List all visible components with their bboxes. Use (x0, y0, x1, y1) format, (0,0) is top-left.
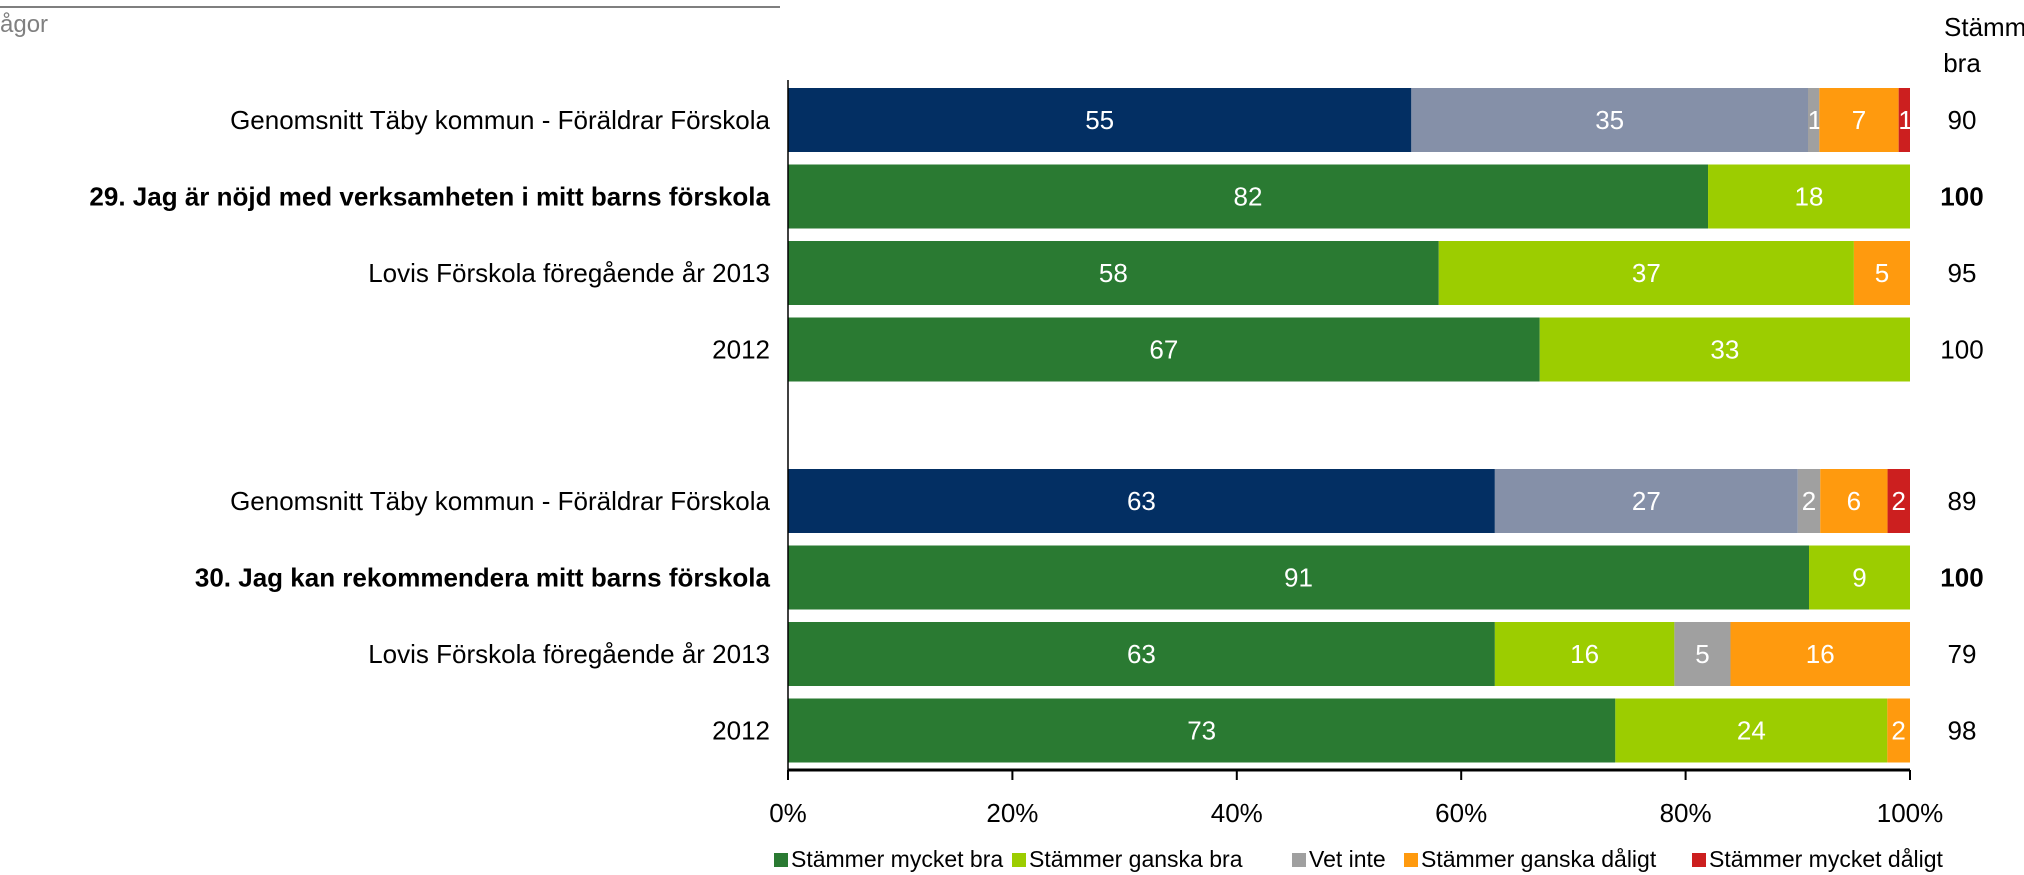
stammer-bra-value: 79 (1948, 639, 1977, 669)
right-header-line-2: bra (1943, 48, 1981, 78)
segment-value-label: 55 (1085, 105, 1114, 135)
header-fragment: ågor (0, 11, 49, 38)
segment-value-label: 2 (1802, 486, 1816, 516)
bar-segment-stämmer-mycket-dåligt (1898, 88, 1910, 152)
segment-value-label: 73 (1187, 716, 1216, 746)
x-tick-label: 60% (1435, 798, 1487, 828)
segment-value-label: 5 (1875, 258, 1889, 288)
bar-segment-stämmer-mycket-bra (788, 469, 1495, 533)
x-tick-label: 20% (986, 798, 1038, 828)
segment-value-label: 18 (1795, 182, 1824, 212)
segment-value-label: 0 (1910, 335, 1924, 365)
bar-segment-stämmer-ganska-bra (1539, 317, 1910, 382)
legend-item-label: Stämmer ganska dåligt (1421, 846, 1657, 872)
bar-segment-stämmer-mycket-bra (788, 622, 1495, 686)
legend-swatch (1012, 853, 1026, 867)
x-tick-label: 100% (1877, 798, 1944, 828)
bar-segment-stämmer-ganska-bra (1615, 698, 1888, 763)
segment-value-label: 82 (1234, 182, 1263, 212)
segment-value-label: 0 (1910, 258, 1924, 288)
bar-segment-stämmer-ganska-dåligt (1853, 241, 1910, 305)
segment-value-label: 0 (1910, 716, 1924, 746)
stammer-bra-value: 100 (1940, 563, 1983, 593)
bar-segment-stämmer-mycket-bra (788, 698, 1616, 763)
right-header-line-1: Stämmer (1944, 12, 2024, 42)
header-rule (0, 6, 780, 8)
bar-segment-stämmer-ganska-dåligt (1887, 698, 1910, 763)
bar-segment-stämmer-mycket-bra (788, 241, 1439, 305)
segment-value-label: 35 (1595, 105, 1624, 135)
legend-item-label: Stämmer mycket bra (791, 846, 1003, 872)
bar-segment-stämmer-ganska-bra (1438, 241, 1854, 305)
bar-segment-vet-inte (1797, 469, 1821, 533)
legend-swatch (1404, 853, 1418, 867)
bar-segment-stämmer-mycket-bra (788, 88, 1412, 152)
bar-segment-vet-inte (1674, 622, 1731, 686)
legend-item-label: Vet inte (1309, 846, 1386, 872)
segment-value-label: 1 (1808, 105, 1822, 135)
legend-swatch (774, 853, 788, 867)
category-label: 29. Jag är nöjd med verksamheten i mitt … (89, 182, 770, 212)
category-label: Lovis Förskola föregående år 2013 (368, 639, 770, 669)
category-label: Genomsnitt Täby kommun - Föräldrar Försk… (230, 105, 770, 135)
segment-value-label: 16 (1806, 639, 1835, 669)
segment-value-label: 63 (1127, 639, 1156, 669)
stammer-bra-value: 95 (1948, 258, 1977, 288)
bar-segment-stämmer-ganska-bra (1411, 88, 1808, 152)
x-tick-label: 0% (769, 798, 807, 828)
segment-value-label: 0 (1910, 182, 1924, 212)
bar-segment-vet-inte (1808, 88, 1820, 152)
stammer-bra-value: 98 (1948, 716, 1977, 746)
bar-segment-stämmer-ganska-bra (1708, 164, 1910, 229)
bar-segment-stämmer-ganska-bra (1494, 469, 1798, 533)
bar-segment-stämmer-mycket-dåligt (1887, 469, 1910, 533)
legend-item-label: Stämmer mycket dåligt (1709, 846, 1944, 872)
segment-value-label: 9 (1852, 563, 1866, 593)
stammer-bra-value: 100 (1940, 182, 1983, 212)
bar-segment-stämmer-mycket-bra (788, 317, 1540, 382)
segment-value-label: 37 (1632, 258, 1661, 288)
bar-segment-stämmer-mycket-bra (788, 545, 1810, 610)
bar-segment-stämmer-ganska-dåligt (1820, 469, 1888, 533)
segment-value-label: 5 (1695, 639, 1709, 669)
bar-segment-stämmer-ganska-bra (1494, 622, 1675, 686)
category-label: 2012 (712, 716, 770, 746)
legend-swatch (1292, 853, 1306, 867)
category-label: Genomsnitt Täby kommun - Föräldrar Försk… (230, 486, 770, 516)
segment-value-label: 63 (1127, 486, 1156, 516)
segment-value-label: 0 (1910, 563, 1924, 593)
stammer-bra-value: 90 (1948, 105, 1977, 135)
segment-value-label: 6 (1847, 486, 1861, 516)
legend-swatch (1692, 853, 1706, 867)
segment-value-label: 67 (1149, 335, 1178, 365)
legend-item-label: Stämmer ganska bra (1029, 846, 1243, 872)
segment-value-label: 1 (1898, 105, 1912, 135)
segment-value-label: 91 (1284, 563, 1313, 593)
segment-value-label: 24 (1737, 716, 1766, 746)
segment-value-label: 33 (1710, 335, 1739, 365)
bar-segment-stämmer-ganska-bra (1809, 545, 1910, 610)
segment-value-label: 2 (1891, 716, 1905, 746)
segment-value-label: 16 (1570, 639, 1599, 669)
bar-segment-stämmer-ganska-dåligt (1819, 88, 1899, 152)
segment-value-label: 58 (1099, 258, 1128, 288)
segment-value-label: 2 (1892, 486, 1906, 516)
stammer-bra-value: 89 (1948, 486, 1977, 516)
segment-value-label: 0 (1910, 639, 1924, 669)
stammer-bra-value: 100 (1940, 335, 1983, 365)
segment-value-label: 7 (1852, 105, 1866, 135)
category-label: 2012 (712, 335, 770, 365)
bar-segment-stämmer-mycket-bra (788, 164, 1709, 229)
category-label: Lovis Förskola föregående år 2013 (368, 258, 770, 288)
segment-value-label: 27 (1632, 486, 1661, 516)
x-tick-label: 80% (1660, 798, 1712, 828)
bar-segment-stämmer-ganska-dåligt (1730, 622, 1910, 686)
category-label: 30. Jag kan rekommendera mitt barns förs… (195, 563, 771, 593)
x-tick-label: 40% (1211, 798, 1263, 828)
